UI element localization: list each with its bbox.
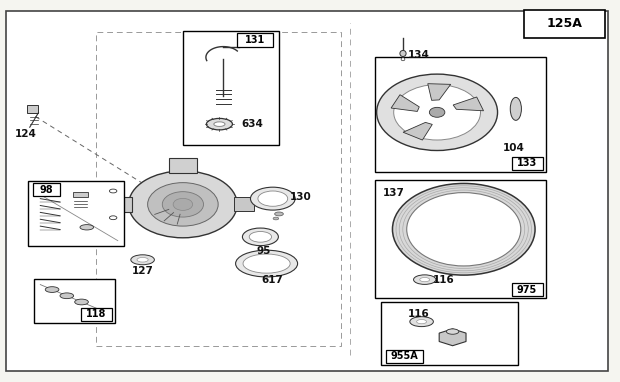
Text: 124: 124 xyxy=(15,129,37,139)
Ellipse shape xyxy=(137,257,148,262)
Bar xyxy=(27,105,38,113)
Ellipse shape xyxy=(394,84,480,140)
Bar xyxy=(375,57,546,172)
Ellipse shape xyxy=(407,193,521,266)
Ellipse shape xyxy=(392,183,535,275)
Ellipse shape xyxy=(206,118,232,130)
Ellipse shape xyxy=(417,319,427,324)
Ellipse shape xyxy=(60,293,74,299)
Ellipse shape xyxy=(148,183,218,226)
Bar xyxy=(237,33,273,47)
Text: 134: 134 xyxy=(407,50,430,60)
Bar xyxy=(183,31,279,145)
Ellipse shape xyxy=(275,212,283,216)
Text: 130: 130 xyxy=(290,192,312,202)
Bar xyxy=(96,32,341,346)
Text: 116: 116 xyxy=(432,275,454,285)
Ellipse shape xyxy=(429,107,445,117)
Ellipse shape xyxy=(250,187,295,210)
Bar xyxy=(104,197,131,212)
Ellipse shape xyxy=(446,329,459,334)
Ellipse shape xyxy=(258,191,288,206)
Bar xyxy=(81,308,112,321)
Bar xyxy=(73,192,88,197)
Bar xyxy=(512,157,542,170)
Text: 95: 95 xyxy=(256,246,271,256)
Ellipse shape xyxy=(214,122,225,126)
Polygon shape xyxy=(428,84,451,100)
Text: 125A: 125A xyxy=(546,17,582,31)
Bar xyxy=(234,197,254,211)
Bar xyxy=(28,181,124,246)
Ellipse shape xyxy=(400,50,406,57)
Ellipse shape xyxy=(128,171,237,238)
Ellipse shape xyxy=(510,97,521,120)
Ellipse shape xyxy=(109,189,117,193)
Ellipse shape xyxy=(376,74,497,151)
Text: 975: 975 xyxy=(517,285,537,295)
Bar xyxy=(33,183,60,196)
Ellipse shape xyxy=(401,58,405,61)
Bar xyxy=(512,283,542,296)
Text: 104: 104 xyxy=(502,143,525,153)
Text: 955A: 955A xyxy=(391,351,418,361)
Ellipse shape xyxy=(173,198,193,210)
Bar xyxy=(34,279,115,323)
Bar xyxy=(169,158,197,173)
Text: 116: 116 xyxy=(407,309,430,319)
Ellipse shape xyxy=(410,317,433,327)
Ellipse shape xyxy=(162,192,203,217)
Bar xyxy=(524,10,604,38)
Ellipse shape xyxy=(109,216,117,220)
Ellipse shape xyxy=(414,275,436,284)
Text: 137: 137 xyxy=(383,188,405,198)
Ellipse shape xyxy=(45,286,59,293)
Bar xyxy=(386,350,423,363)
Ellipse shape xyxy=(273,217,279,220)
Text: 617: 617 xyxy=(262,275,284,285)
Ellipse shape xyxy=(243,254,290,273)
Text: 98: 98 xyxy=(40,185,53,195)
Text: 118: 118 xyxy=(86,309,106,319)
Ellipse shape xyxy=(80,225,94,230)
Text: 127: 127 xyxy=(131,266,154,276)
Ellipse shape xyxy=(242,228,278,246)
Bar xyxy=(375,180,546,298)
Ellipse shape xyxy=(420,277,430,282)
Text: 131: 131 xyxy=(246,35,265,45)
Polygon shape xyxy=(403,122,432,140)
Ellipse shape xyxy=(131,255,154,265)
Ellipse shape xyxy=(75,299,89,305)
Polygon shape xyxy=(391,95,419,112)
Text: 133: 133 xyxy=(517,159,537,168)
Polygon shape xyxy=(453,97,484,111)
Bar xyxy=(381,302,518,365)
Polygon shape xyxy=(439,329,466,346)
Text: 634: 634 xyxy=(241,119,263,129)
Ellipse shape xyxy=(236,250,298,277)
Ellipse shape xyxy=(249,231,272,242)
